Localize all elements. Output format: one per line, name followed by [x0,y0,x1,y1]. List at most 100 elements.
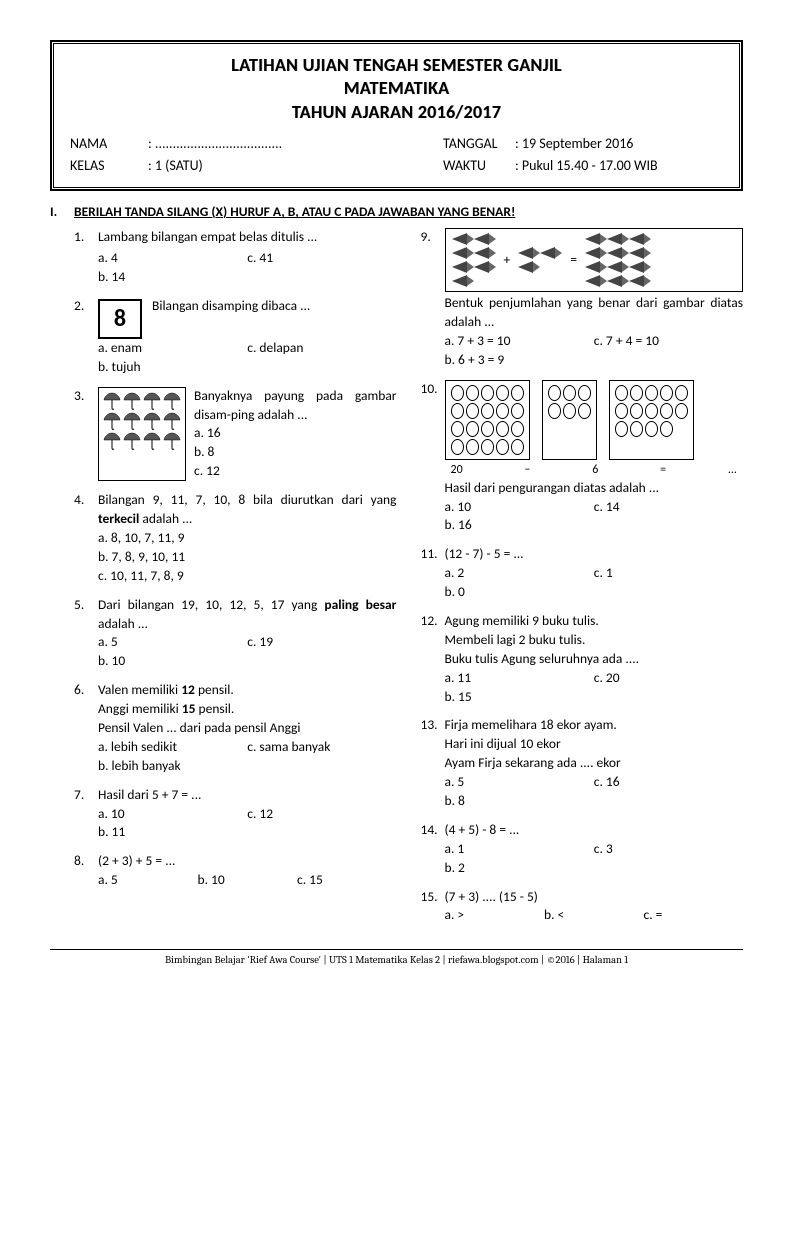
fish-icon [629,233,651,245]
circle-icon [466,385,479,401]
umbrella-icon [102,431,122,451]
q10-a: a. 10 [445,498,594,517]
umbrella-icon [142,411,162,431]
q3-num: 3. [74,387,98,481]
circle-icon [645,421,658,437]
q10-b: b. 16 [445,516,744,535]
fish-icon [585,275,607,287]
q2-b: b. tujuh [98,358,397,377]
title-line1: LATIHAN UJIAN TENGAH SEMESTER GANJIL [70,54,723,77]
q11-text: (12 - 7) - 5 = ... [445,545,744,564]
fish-icon [607,261,629,273]
fish-icon [585,247,607,259]
q5-c: c. 19 [247,633,396,652]
question-14: 14. (4 + 5) - 8 = ... a. 1c. 3 b. 2 [421,821,744,878]
q11-b: b. 0 [445,583,744,602]
q12-a: a. 11 [445,669,594,688]
circle-icon [645,403,658,419]
fish-icon [607,247,629,259]
question-3: 3. Banyaknya payung pada gambar disam-pi… [74,387,397,481]
circle-icon [675,403,688,419]
waktu-label: WAKTU [443,156,515,176]
circle-icon [630,403,643,419]
q8-b: b. 10 [198,871,298,890]
umbrella-icon [122,391,142,411]
circle-icon [675,385,688,401]
fish-group-left [452,233,496,287]
section-title: BERILAH TANDA SILANG (X) HURUF A, B, ATA… [74,203,515,222]
plus-icon: + [504,251,511,270]
q3-a: a. 16 [194,424,397,443]
q1-text: Lambang bilangan empat belas ditulis ... [98,228,397,247]
title-block: LATIHAN UJIAN TENGAH SEMESTER GANJIL MAT… [70,54,723,124]
info-row-2: KELAS : 1 (SATU) WAKTU : Pukul 15.40 - 1… [70,156,723,176]
q13-l2: Hari ini dijual 10 ekor [445,735,744,754]
fish-icon [452,233,474,245]
q13-a: a. 5 [445,773,594,792]
q5-b: b. 10 [98,652,397,671]
q4-c: c. 10, 11, 7, 8, 9 [98,567,397,586]
question-4: 4. Bilangan 9, 11, 7, 10, 8 bila diurutk… [74,491,397,585]
question-6: 6. Valen memiliki 12 pensil. Anggi memil… [74,681,397,775]
circle-icon [563,403,576,419]
circle-icon [615,403,628,419]
q14-b: b. 2 [445,859,744,878]
header-box: LATIHAN UJIAN TENGAH SEMESTER GANJIL MAT… [50,40,743,191]
q5-post: adalah ... [98,615,148,632]
fish-icon [585,261,607,273]
q12-b: b. 15 [445,688,744,707]
q13-l3: Ayam Firja sekarang ada .... ekor [445,754,744,773]
q7-a: a. 10 [98,805,247,824]
q10-c: c. 14 [594,498,743,517]
circle-icon [511,421,524,437]
q6-l2-bold: 15 [182,700,196,717]
eq-icon: = [570,251,577,270]
q1-a: a. 4 [98,249,247,268]
fish-icon [452,247,474,259]
q2-a: a. enam [98,339,247,358]
title-line2: MATEMATIKA [70,77,723,100]
q4-b: b. 7, 8, 9, 10, 11 [98,548,397,567]
q7-num: 7. [74,786,98,843]
q15-text: (7 + 3) .... (15 - 5) [445,888,744,907]
q11-num: 11. [421,545,445,602]
question-8: 8. (2 + 3) + 5 = ... a. 5 b. 10 c. 15 [74,852,397,890]
umbrella-icon [162,431,182,451]
question-5: 5. Dari bilangan 19, 10, 12, 5, 17 yang … [74,596,397,672]
q6-num: 6. [74,681,98,775]
umbrella-icon [122,431,142,451]
q6-l1-bold: 12 [181,681,195,698]
info-row-1: NAMA : .................................… [70,134,723,154]
q4-post: adalah ... [139,510,192,527]
q1-b: b. 14 [98,268,397,287]
q6-l1-pre: Valen memiliki [98,681,181,698]
q13-c: c. 16 [594,773,743,792]
circle-icon [578,385,591,401]
m-v3: ... [728,462,737,479]
circle-icon [660,421,673,437]
q9-b: b. 6 + 3 = 9 [445,351,744,370]
q14-a: a. 1 [445,840,594,859]
circle-icon [496,403,509,419]
umbrella-icon [162,411,182,431]
q7-c: c. 12 [247,805,396,824]
q8-c: c. 15 [297,871,397,890]
fish-plate: + = [445,228,744,292]
right-column: 9. + = Bentuk penjumlahan yang benar dar… [421,228,744,925]
q7-b: b. 11 [98,823,397,842]
circle-icon [511,439,524,455]
q6-l2: Anggi memiliki 15 pensil. [98,700,397,719]
question-1: 1. Lambang bilangan empat belas ditulis … [74,228,397,287]
q14-text: (4 + 5) - 8 = ... [445,821,744,840]
q9-text: Bentuk penjumlahan yang benar dari gamba… [445,294,744,332]
q13-b: b. 8 [445,792,744,811]
q1-c: c. 41 [247,249,396,268]
q4-pre: Bilangan 9, 11, 7, 10, 8 bila diurutkan … [98,491,397,508]
q2-num: 2. [74,297,98,377]
q5-bold: paling besar [324,596,396,613]
fish-icon [474,247,496,259]
title-line3: TAHUN AJARAN 2016/2017 [70,101,723,124]
q5-text: Dari bilangan 19, 10, 12, 5, 17 yang pal… [98,596,397,634]
q14-num: 14. [421,821,445,878]
q10-mathline: 20 − 6 = ... [445,460,744,479]
